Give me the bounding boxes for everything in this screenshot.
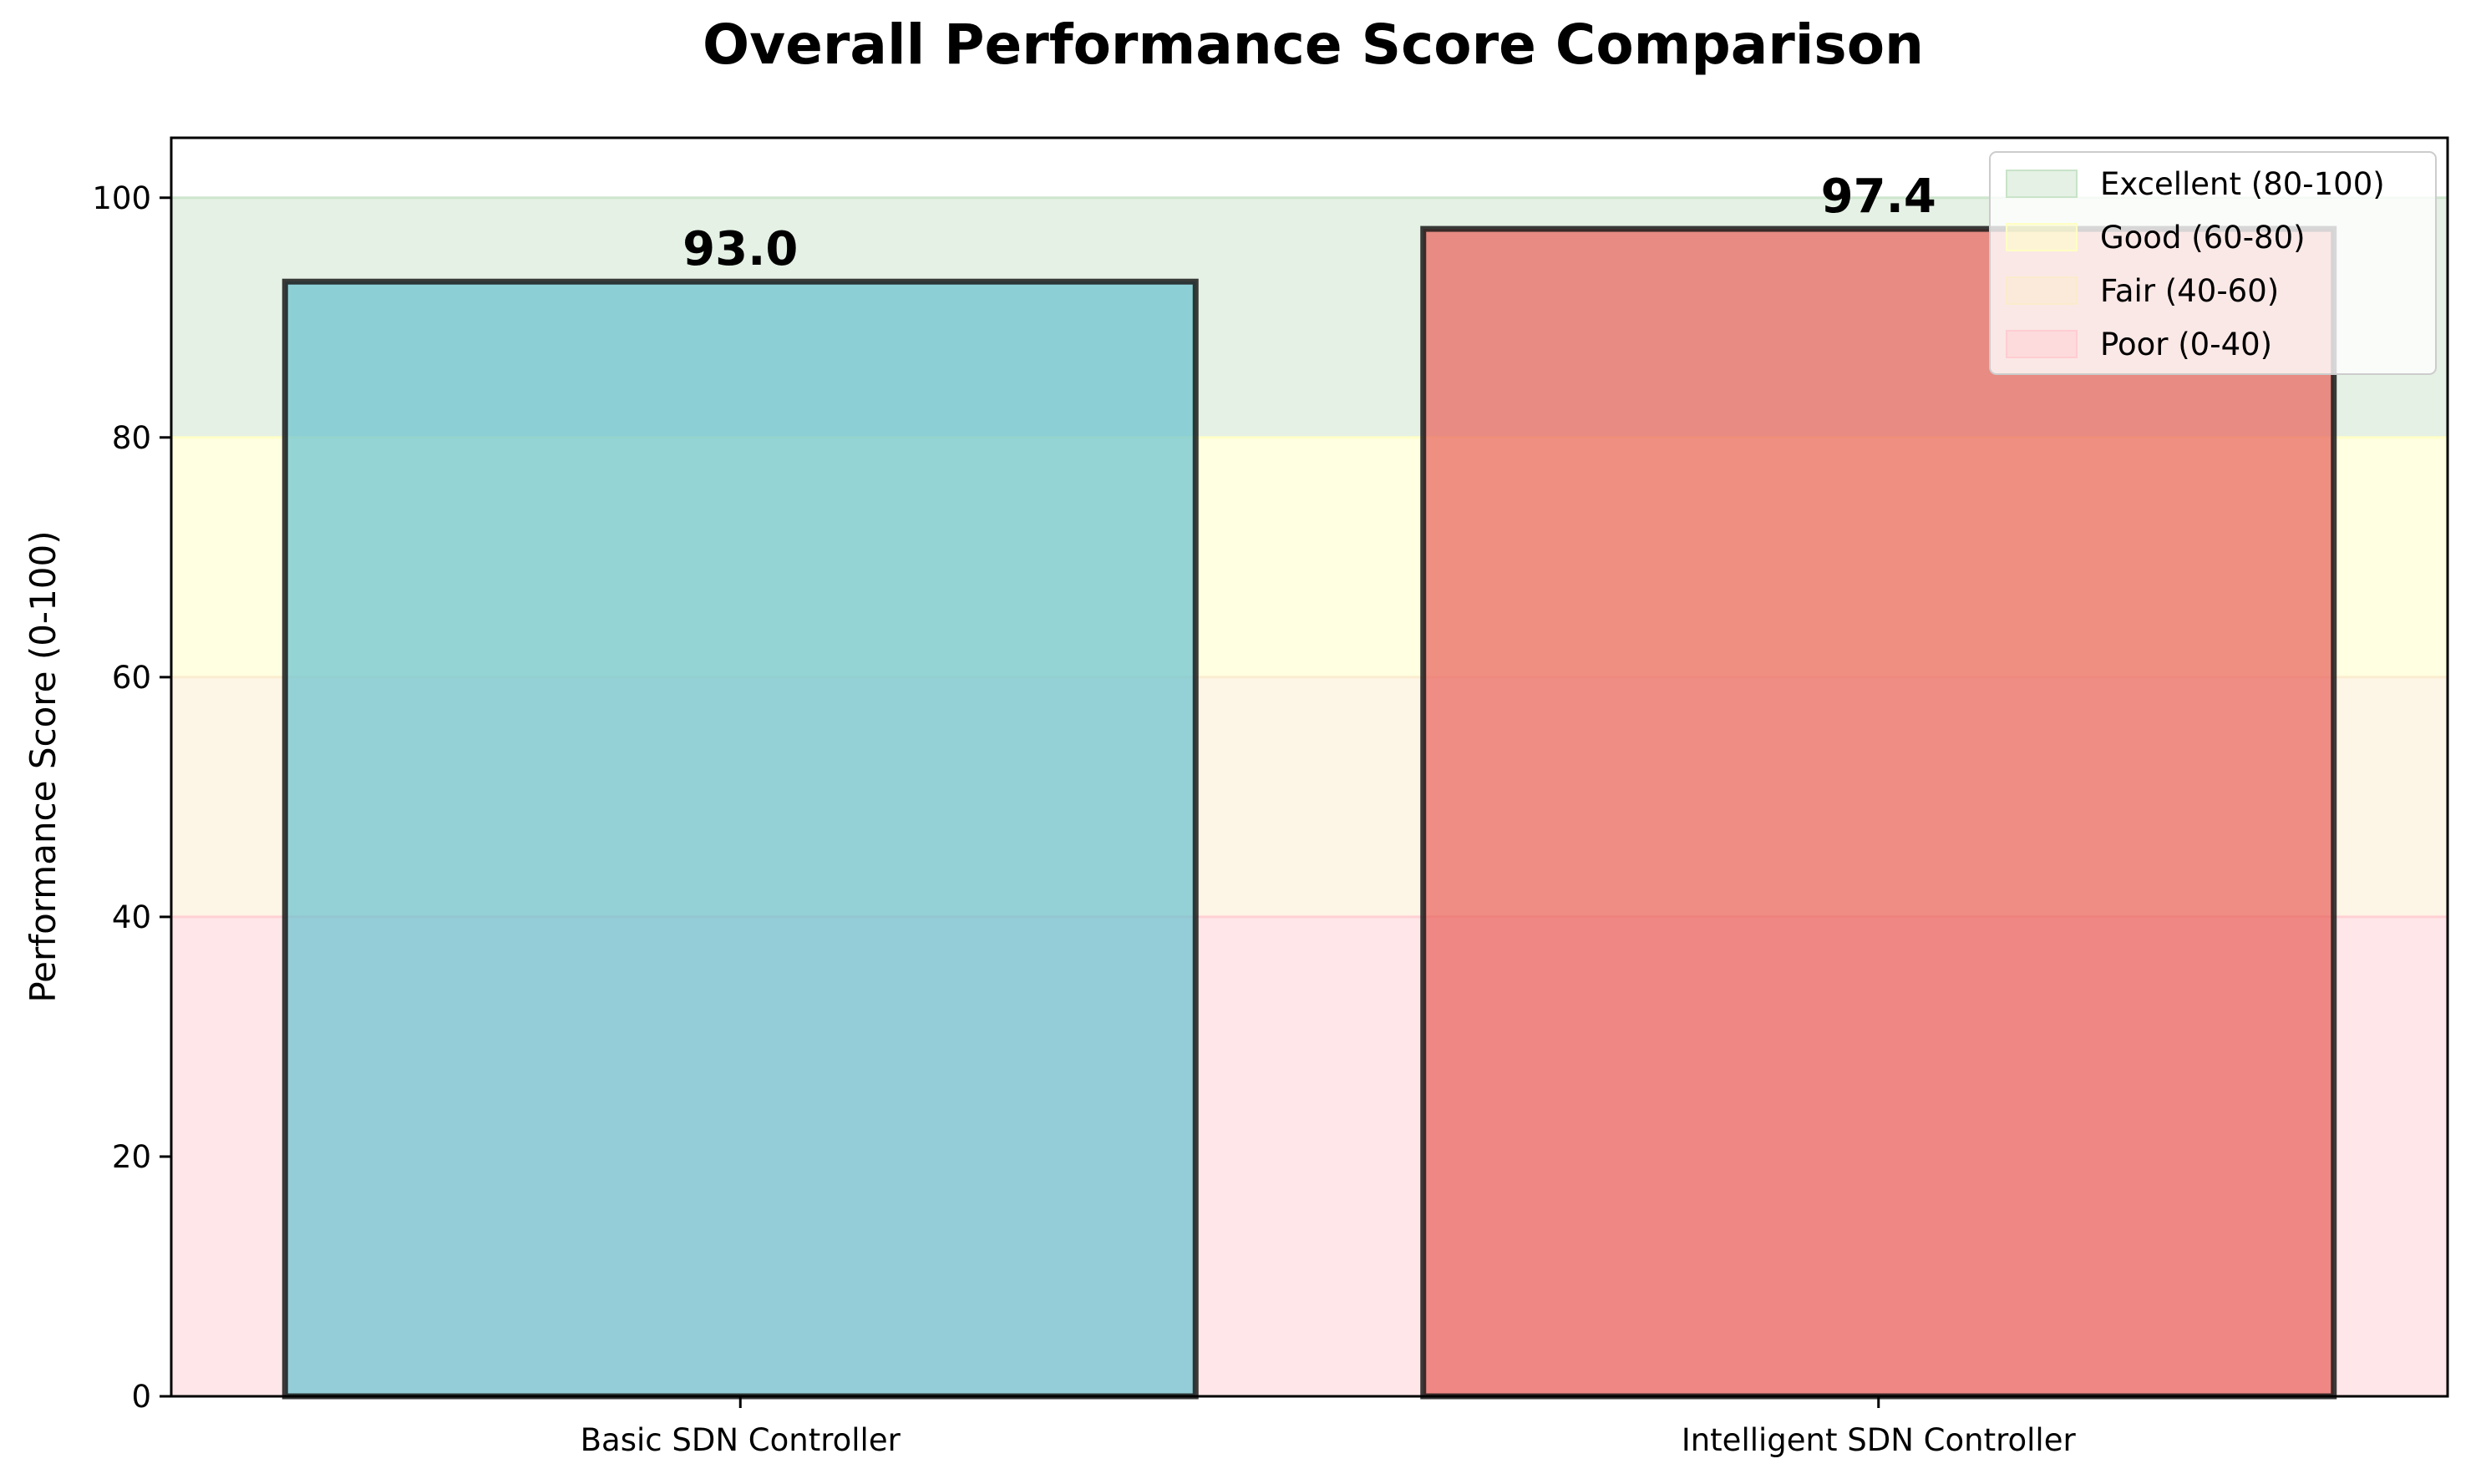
y-tick-label: 100 — [92, 180, 151, 216]
y-tick-label: 20 — [112, 1139, 151, 1175]
y-tick-label: 80 — [112, 420, 151, 456]
x-tick-label: Intelligent SDN Controller — [1682, 1422, 2077, 1458]
y-axis-label: Performance Score (0-100) — [23, 530, 63, 1002]
y-tick-label: 60 — [112, 660, 151, 696]
legend-swatch — [2006, 330, 2078, 358]
y-tick-label: 40 — [112, 899, 151, 935]
legend-label: Excellent (80-100) — [2100, 166, 2385, 202]
value-label: 97.4 — [1821, 170, 1936, 224]
legend-swatch — [2006, 276, 2078, 305]
bar-basic — [282, 278, 1199, 1400]
chart-title: Overall Performance Score Comparison — [703, 13, 1924, 77]
y-tick-label: 0 — [131, 1379, 151, 1415]
legend-label: Poor (0-40) — [2100, 327, 2272, 362]
legend-label: Good (60-80) — [2100, 220, 2306, 256]
plot-frame — [170, 136, 2449, 1398]
legend-swatch — [2006, 223, 2078, 251]
legend-box — [1989, 151, 2437, 375]
legend-swatch — [2006, 170, 2078, 198]
legend-label: Fair (40-60) — [2100, 273, 2279, 309]
x-tick-label: Basic SDN Controller — [581, 1422, 901, 1458]
bar-intelligent — [1420, 225, 2337, 1400]
value-label: 93.0 — [682, 222, 798, 276]
